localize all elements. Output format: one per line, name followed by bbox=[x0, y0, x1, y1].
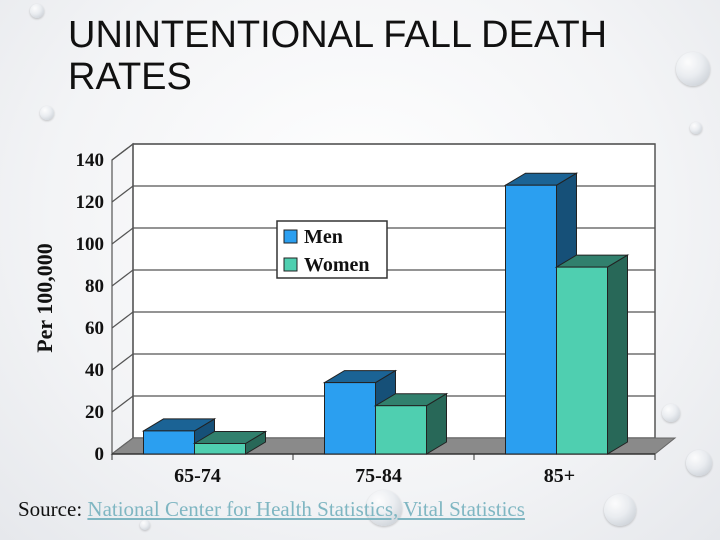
x-tick-label: 65-74 bbox=[174, 465, 221, 487]
bar-front bbox=[143, 430, 195, 455]
y-tick-label: 100 bbox=[76, 234, 105, 255]
decorative-water-drop bbox=[662, 404, 680, 422]
source-citation: Source: National Center for Health Stati… bbox=[18, 497, 525, 522]
y-tick-label: 80 bbox=[85, 276, 104, 297]
y-tick-label: 20 bbox=[85, 402, 104, 423]
side-gridline bbox=[111, 395, 134, 413]
side-gridline bbox=[111, 353, 134, 371]
decorative-water-drop bbox=[604, 494, 636, 526]
bar-front bbox=[194, 443, 246, 455]
legend-swatch-women bbox=[283, 257, 298, 272]
decorative-water-drop bbox=[690, 122, 702, 134]
side-gridline bbox=[111, 269, 134, 287]
y-tick-label: 60 bbox=[85, 318, 104, 339]
bar-front bbox=[324, 382, 376, 455]
side-gridline bbox=[111, 185, 134, 203]
decorative-water-drop bbox=[140, 520, 150, 530]
x-tick-label: 85+ bbox=[544, 465, 575, 487]
chart-legend: Men Women bbox=[276, 220, 388, 279]
bar-front bbox=[375, 405, 427, 455]
y-tick-label: 40 bbox=[85, 360, 104, 381]
plot-side-wall bbox=[111, 142, 134, 456]
decorative-water-drop bbox=[676, 52, 710, 86]
side-gridline bbox=[111, 227, 134, 245]
decorative-water-drop bbox=[30, 4, 44, 18]
y-tick-label: 140 bbox=[76, 150, 105, 171]
y-tick-label: 0 bbox=[95, 444, 105, 465]
side-gridline bbox=[111, 311, 134, 329]
source-link[interactable]: National Center for Health Statistics, V… bbox=[87, 497, 525, 521]
bars bbox=[141, 172, 630, 455]
legend-label-women: Women bbox=[304, 254, 370, 276]
y-tick-label: 120 bbox=[76, 192, 105, 213]
source-prefix: Source: bbox=[18, 497, 83, 521]
slide-title: UNINTENTIONAL FALL DEATH RATES bbox=[68, 14, 608, 98]
bar-women-85+ bbox=[554, 254, 630, 455]
legend-swatch-men bbox=[283, 229, 298, 244]
x-tick-label: 75-84 bbox=[355, 465, 402, 487]
bar-front bbox=[556, 266, 608, 455]
bar-side bbox=[607, 254, 628, 455]
decorative-water-drop bbox=[40, 106, 54, 120]
decorative-water-drop bbox=[686, 450, 712, 476]
tick-labels: 0 20 40 60 80 100 120 140 65-74 75-84 85+ bbox=[76, 150, 576, 487]
y-axis-label: Per 100,000 bbox=[32, 243, 57, 353]
bar-front bbox=[505, 184, 557, 455]
decorative-water-drop bbox=[366, 490, 402, 526]
bar-women-75-84 bbox=[373, 392, 449, 455]
legend-label-men: Men bbox=[304, 226, 343, 248]
bar-women-65-74 bbox=[192, 430, 268, 455]
